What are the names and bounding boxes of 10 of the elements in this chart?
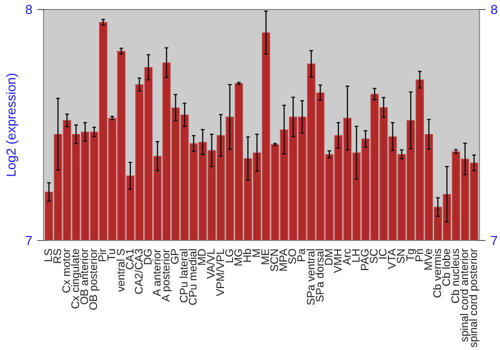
y-axis-title: Log2 (expression): [3, 72, 18, 178]
y2-tick-label: 8: [490, 2, 498, 17]
x-tick-label: DG: [142, 248, 154, 265]
x-tick-label: RS: [52, 248, 64, 264]
x-tick-label: Pa: [296, 248, 308, 262]
y2-tick-label: 7: [490, 233, 498, 248]
x-tick-label: MVe: [422, 248, 435, 271]
x-tick-label: spinal cord posterior: [468, 248, 480, 348]
x-tick-label: OB posterior: [88, 248, 100, 310]
x-tick-label: A posterior: [160, 248, 173, 302]
